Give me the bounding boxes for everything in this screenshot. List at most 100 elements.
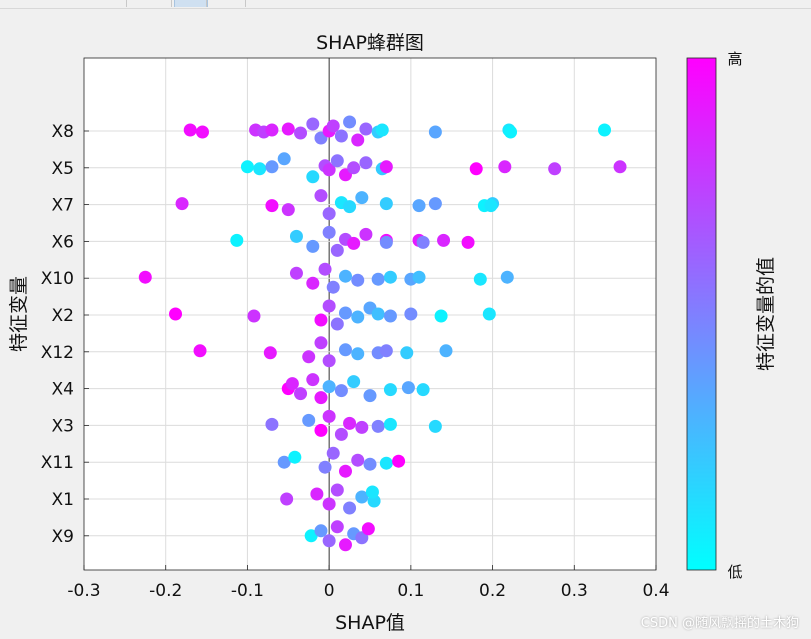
data-point xyxy=(193,344,207,358)
toolbar-tab[interactable] xyxy=(206,0,246,7)
data-point xyxy=(330,243,344,257)
data-point xyxy=(314,391,328,405)
data-point xyxy=(138,270,152,284)
data-point xyxy=(347,161,361,175)
data-point xyxy=(326,446,340,460)
toolbar-tab-active[interactable] xyxy=(174,0,208,7)
y-tick-label: X5 xyxy=(52,159,74,179)
data-point xyxy=(330,483,344,497)
data-point xyxy=(326,119,340,133)
data-point xyxy=(289,229,303,243)
data-point xyxy=(265,123,279,137)
data-point xyxy=(343,416,357,430)
data-point xyxy=(338,343,352,357)
data-point xyxy=(351,453,365,467)
data-point xyxy=(347,375,361,389)
toolbar-strip xyxy=(0,0,811,9)
y-tick-label: X2 xyxy=(52,306,74,326)
data-point xyxy=(371,272,385,286)
x-tick-label: 0 xyxy=(324,581,335,601)
x-tick-label: -0.1 xyxy=(231,581,264,601)
data-point xyxy=(322,497,336,511)
watermark: CSDN @随风飘摇的土木狗 xyxy=(640,616,799,631)
data-point xyxy=(498,160,512,174)
data-point xyxy=(334,384,348,398)
data-point xyxy=(482,307,496,321)
data-point xyxy=(318,262,332,276)
data-point xyxy=(363,389,377,403)
plot-frame xyxy=(83,57,657,571)
data-point xyxy=(322,534,336,548)
data-point xyxy=(281,122,295,136)
data-point xyxy=(334,129,348,143)
data-point xyxy=(548,162,562,176)
data-point xyxy=(351,347,365,361)
y-tick-label: X6 xyxy=(52,232,74,252)
data-point xyxy=(322,299,336,313)
data-point xyxy=(379,197,393,211)
data-point xyxy=(322,207,336,221)
data-point xyxy=(416,383,430,397)
data-point xyxy=(343,115,357,129)
data-point xyxy=(365,485,379,499)
toolbar-tab[interactable] xyxy=(126,0,172,7)
y-tick-label: X4 xyxy=(52,380,74,400)
data-point xyxy=(359,122,373,136)
data-point xyxy=(265,417,279,431)
colorbar xyxy=(686,57,717,571)
data-point xyxy=(338,464,352,478)
data-point xyxy=(247,309,261,323)
data-point xyxy=(281,203,295,217)
data-point xyxy=(334,427,348,441)
data-point xyxy=(338,538,352,552)
data-point xyxy=(322,354,336,368)
data-point xyxy=(314,336,328,350)
data-point xyxy=(314,189,328,203)
data-point xyxy=(500,270,514,284)
data-point xyxy=(288,450,302,464)
data-point xyxy=(314,524,328,538)
data-point xyxy=(439,344,453,358)
data-point xyxy=(240,160,254,174)
data-point xyxy=(469,162,483,176)
colorbar-high-label: 高 xyxy=(727,50,742,68)
chart-title: SHAP蜂群图 xyxy=(316,32,424,54)
data-point xyxy=(461,235,475,249)
data-point xyxy=(401,381,415,395)
data-point xyxy=(437,233,451,247)
data-point xyxy=(322,163,336,177)
data-point xyxy=(412,199,426,213)
data-point xyxy=(434,309,448,323)
data-point xyxy=(383,270,397,284)
data-point xyxy=(400,346,414,360)
data-point xyxy=(359,156,373,170)
data-point xyxy=(302,413,316,427)
data-point xyxy=(183,123,197,137)
data-point xyxy=(355,531,369,545)
data-point xyxy=(383,417,397,431)
data-point xyxy=(355,490,369,504)
data-point xyxy=(412,270,426,284)
data-point xyxy=(302,350,316,364)
data-point xyxy=(306,373,320,387)
data-point xyxy=(351,310,365,324)
data-point xyxy=(375,123,389,137)
data-point xyxy=(265,199,279,213)
x-tick-label: -0.2 xyxy=(149,581,182,601)
data-point xyxy=(230,233,244,247)
data-point xyxy=(351,273,365,287)
x-tick-label: -0.3 xyxy=(67,581,100,601)
data-point xyxy=(285,377,299,391)
colorbar-low-label: 低 xyxy=(727,563,742,581)
data-point xyxy=(347,236,361,250)
data-point xyxy=(304,529,318,543)
y-tick-label: X1 xyxy=(52,490,74,510)
data-point xyxy=(169,307,183,321)
data-point xyxy=(306,239,320,253)
x-tick-label: 0.4 xyxy=(642,581,669,601)
data-point xyxy=(277,152,291,166)
data-point xyxy=(322,225,336,239)
y-tick-label: X8 xyxy=(52,122,74,142)
data-point xyxy=(306,170,320,184)
